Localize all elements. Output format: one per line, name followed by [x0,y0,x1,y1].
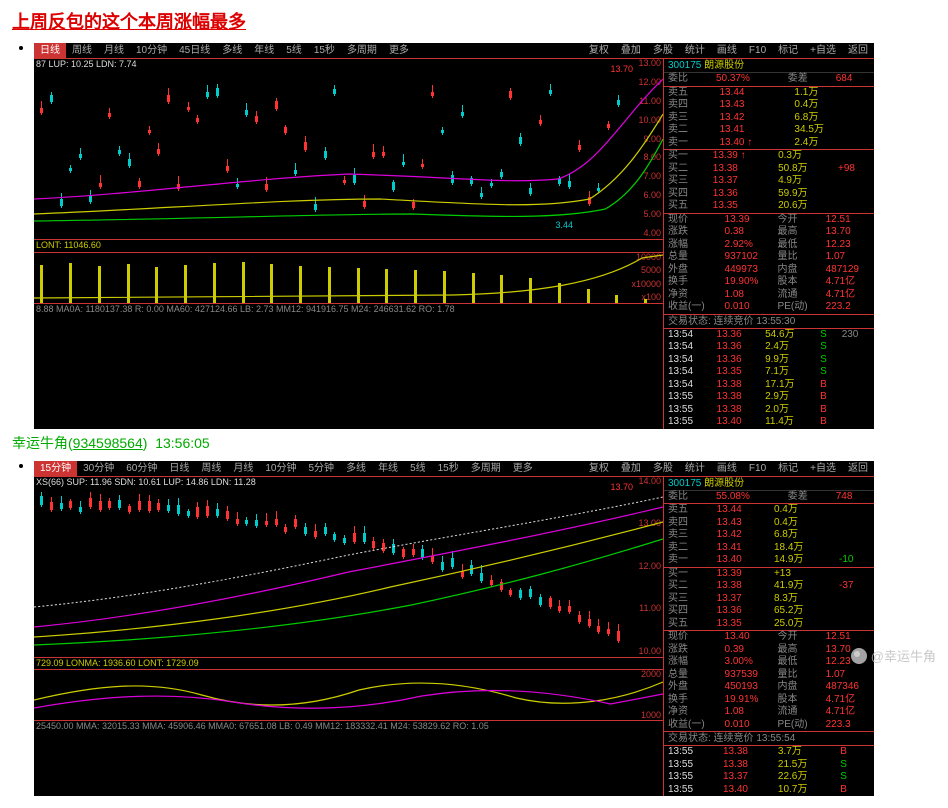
tab-统计[interactable]: 统计 [679,461,711,476]
tab-+自选[interactable]: +自选 [804,461,842,476]
tab-标记[interactable]: 标记 [772,43,804,58]
tab-15分钟[interactable]: 15分钟 [34,461,77,476]
tab-月线[interactable]: 月线 [227,461,259,476]
tab-月线[interactable]: 月线 [98,43,130,58]
mid-stat-line: LONT: 11046.60 [34,239,663,252]
volume-chart[interactable]: 100005000x10000x100 [34,253,663,303]
weibo-icon [851,648,867,664]
tab-更多[interactable]: 更多 [383,43,415,58]
quote-panel: 300175 朗源股份 委比50.37%委差684 卖五13.441.1万卖四1… [664,59,874,429]
tab-周线[interactable]: 周线 [195,461,227,476]
tab-多周期[interactable]: 多周期 [341,43,383,58]
tab-F10[interactable]: F10 [743,43,772,58]
tab-返回[interactable]: 返回 [842,43,874,58]
tab-周线[interactable]: 周线 [66,43,98,58]
post-title-link[interactable]: 上周反包的这个本周涨幅最多 [12,8,936,34]
tab-60分钟[interactable]: 60分钟 [120,461,163,476]
tab-年线[interactable]: 年线 [248,43,280,58]
tab-叠加[interactable]: 叠加 [615,43,647,58]
screenshot-2: 15分钟30分钟60分钟日线周线月线10分钟5分钟多线年线5线15秒多周期更多 … [34,461,874,797]
tab-多线[interactable]: 多线 [340,461,372,476]
timeframe-tabs: 日线周线月线10分钟45日线多线年线5线15秒多周期更多 复权叠加多股统计画线F… [34,43,874,59]
volume-chart[interactable]: 20001000 [34,670,663,720]
stock-header: 300175 朗源股份 [664,477,874,491]
price-chart[interactable]: XS(66) SUP: 11.96 SDN: 10.61 LUP: 14.86 … [34,477,663,657]
tab-5线[interactable]: 5线 [404,461,432,476]
tab-30分钟[interactable]: 30分钟 [77,461,120,476]
tab-15秒[interactable]: 15秒 [308,43,341,58]
tab-15秒[interactable]: 15秒 [432,461,465,476]
tab-F10[interactable]: F10 [743,461,772,476]
tab-日线[interactable]: 日线 [163,461,195,476]
tab-多线[interactable]: 多线 [216,43,248,58]
tab-返回[interactable]: 返回 [842,461,874,476]
tab-复权[interactable]: 复权 [583,461,615,476]
tab-多股[interactable]: 多股 [647,461,679,476]
tab-更多[interactable]: 更多 [507,461,539,476]
tab-多股[interactable]: 多股 [647,43,679,58]
tab-年线[interactable]: 年线 [372,461,404,476]
post-uid-link[interactable]: 934598564 [73,435,143,451]
screenshot-1: 日线周线月线10分钟45日线多线年线5线15秒多周期更多 复权叠加多股统计画线F… [34,43,874,429]
tab-统计[interactable]: 统计 [679,43,711,58]
mid-stat-line: 729.09 LONMA: 1936.60 LONT: 1729.09 [34,657,663,670]
timeframe-tabs: 15分钟30分钟60分钟日线周线月线10分钟5分钟多线年线5线15秒多周期更多 … [34,461,874,477]
tab-+自选[interactable]: +自选 [804,43,842,58]
weibo-watermark: @幸运牛角 [851,646,936,665]
quote-panel: 300175 朗源股份 委比55.08%委差748 卖五13.440.4万卖四1… [664,477,874,797]
price-chart[interactable]: 87 LUP: 10.25 LDN: 7.74 13.0012.0011.001… [34,59,663,239]
tab-画线[interactable]: 画线 [711,461,743,476]
tab-复权[interactable]: 复权 [583,43,615,58]
tab-标记[interactable]: 标记 [772,461,804,476]
tab-10分钟[interactable]: 10分钟 [130,43,173,58]
bottom-stat-line: 8.88 MA0A: 1180137.38 R: 0.00 MA60: 4271… [34,303,663,316]
tab-叠加[interactable]: 叠加 [615,461,647,476]
tab-5线[interactable]: 5线 [280,43,308,58]
tab-5分钟[interactable]: 5分钟 [303,461,341,476]
tab-日线[interactable]: 日线 [34,43,66,58]
tab-画线[interactable]: 画线 [711,43,743,58]
tab-多周期[interactable]: 多周期 [465,461,507,476]
tab-45日线[interactable]: 45日线 [173,43,216,58]
stock-header: 300175 朗源股份 [664,59,874,73]
bottom-stat-line: 25450.00 MMA: 32015.33 MMA: 45906.46 MMA… [34,720,663,733]
tab-10分钟[interactable]: 10分钟 [259,461,302,476]
post-meta: 幸运牛角(934598564) 13:56:05 [12,435,210,451]
